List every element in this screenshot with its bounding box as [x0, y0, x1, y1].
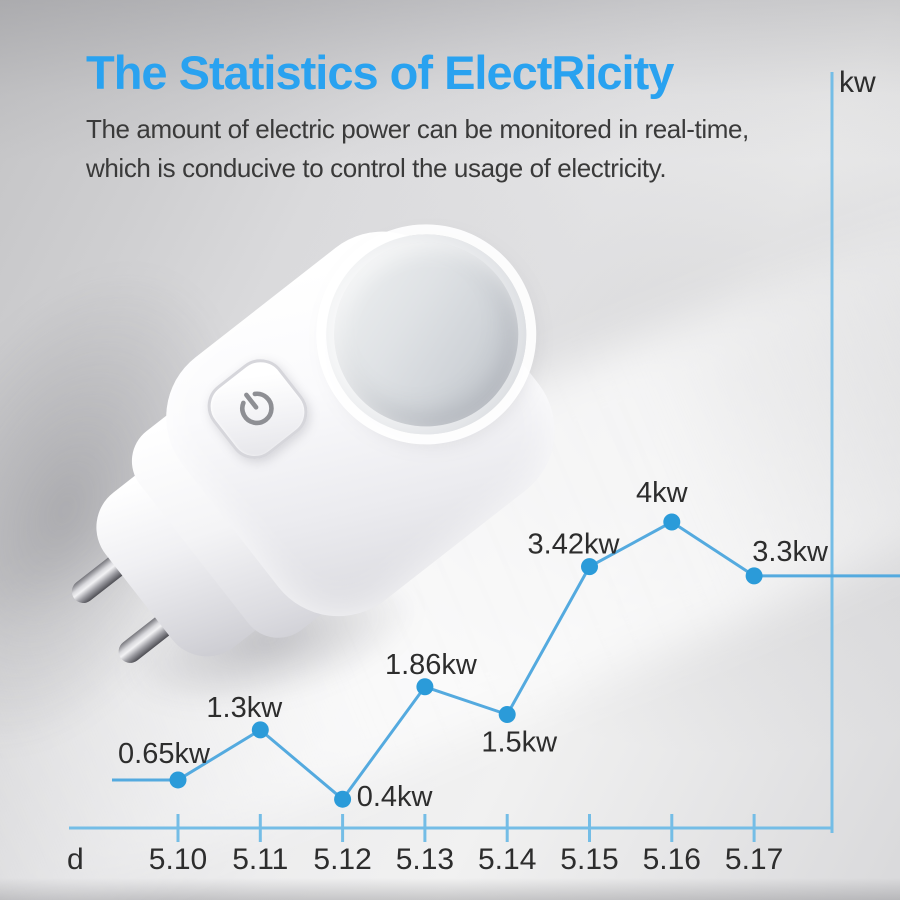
subtitle-line-1: The amount of electric power can be moni…	[86, 114, 749, 145]
data-line	[112, 520, 900, 801]
data-point	[663, 513, 681, 531]
data-point-label: 0.65kw	[118, 738, 211, 770]
x-tick-label: 5.14	[478, 843, 536, 876]
data-point-label: 0.4kw	[357, 781, 434, 813]
data-point	[334, 790, 352, 808]
x-tick-label: 5.11	[232, 843, 288, 876]
x-axis-unit-label: d	[67, 843, 84, 876]
header: The Statistics of ElectRicity The amount…	[86, 46, 749, 188]
data-point	[251, 721, 269, 739]
x-tick-label: 5.13	[396, 843, 454, 876]
data-point	[498, 706, 516, 723]
x-tick-label: 5.10	[149, 843, 207, 876]
data-point-label: 3.3kw	[752, 536, 829, 568]
y-axis-unit-label: kw	[839, 66, 876, 99]
data-point	[169, 771, 187, 789]
x-tick-label: 5.17	[725, 843, 783, 876]
subtitle-line-2: which is conducive to control the usage …	[86, 153, 667, 184]
x-tick-label: 5.16	[643, 843, 701, 876]
x-tick-label: 5.12	[313, 843, 371, 876]
data-point	[416, 678, 434, 696]
data-point-label: 3.42kw	[528, 529, 621, 561]
data-point-label: 4kw	[636, 477, 689, 509]
x-tick-label: 5.15	[560, 843, 618, 876]
data-point-label: 1.5kw	[481, 727, 558, 759]
data-point-label: 1.3kw	[206, 692, 283, 724]
data-point-label: 1.86kw	[385, 649, 478, 681]
page-title: The Statistics of ElectRicity	[86, 46, 674, 99]
data-point	[745, 567, 763, 585]
data-point	[581, 558, 598, 576]
